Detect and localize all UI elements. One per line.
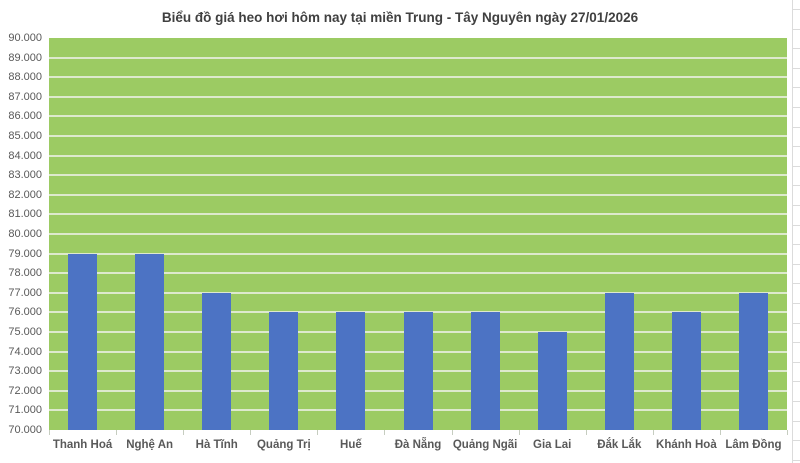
bar	[671, 312, 701, 430]
gridline	[49, 311, 787, 314]
y-tick-label: 88.000	[8, 71, 42, 84]
y-tick-label: 71.000	[8, 404, 42, 417]
x-tick-mark	[787, 430, 788, 435]
sheet-row-line	[793, 9, 800, 10]
y-tick-label: 77.000	[8, 286, 42, 299]
sheet-row-line	[793, 244, 800, 245]
x-tick-mark	[586, 430, 587, 435]
gridline	[49, 291, 787, 294]
sheet-row-line	[793, 87, 800, 88]
bar	[269, 312, 299, 430]
gridline	[49, 56, 787, 59]
gridline	[49, 76, 787, 79]
sheet-row-line	[793, 401, 800, 402]
y-tick-label: 82.000	[8, 188, 42, 201]
gridline	[49, 154, 787, 157]
sheet-row-line	[793, 323, 800, 324]
bar	[135, 253, 165, 430]
x-tick-label: Gia Lai	[533, 439, 572, 451]
chart-title: Biểu đồ giá heo hơi hôm nay tại miền Tru…	[161, 10, 639, 25]
plot-area	[49, 38, 787, 430]
bar	[202, 292, 232, 430]
sheet-row-line	[793, 205, 800, 206]
gridline	[49, 213, 787, 216]
y-tick-label: 73.000	[8, 365, 42, 378]
x-tick-label: Hà Tĩnh	[195, 439, 238, 451]
y-tick-label: 72.000	[8, 384, 42, 397]
sheet-row-line	[793, 381, 800, 382]
y-tick-label: 80.000	[8, 228, 42, 240]
bar	[537, 332, 567, 430]
x-tick-label: Đà Nẵng	[394, 439, 442, 451]
y-tick-label: 74.000	[8, 345, 42, 358]
gridline	[49, 115, 787, 118]
x-tick-mark	[49, 430, 50, 435]
x-tick-label: Thanh Hoá	[52, 439, 113, 451]
x-tick-label: Quảng Trị	[256, 439, 311, 451]
x-tick-mark	[317, 430, 318, 435]
bar	[403, 312, 433, 430]
x-tick-mark	[452, 430, 453, 435]
sheet-row-line	[793, 225, 800, 226]
x-tick-mark	[720, 430, 721, 435]
y-tick-label: 85.000	[8, 130, 42, 142]
y-tick-label: 70.000	[8, 424, 42, 436]
y-tick-label: 83.000	[8, 169, 42, 182]
y-axis: 90.000 89.000 88.000 87.000 86.000 85.000 84.0…	[0, 0, 45, 463]
gridline	[49, 135, 787, 137]
x-tick-mark	[250, 430, 251, 435]
x-tick-mark	[116, 430, 117, 435]
sheet-row-line	[793, 127, 800, 128]
x-tick-mark	[384, 430, 385, 435]
sheet-row-line	[793, 29, 800, 30]
sheet-row-line	[793, 342, 800, 343]
sheet-row-line	[793, 283, 800, 284]
gridline	[49, 233, 787, 235]
y-tick-label: 81.000	[8, 208, 42, 221]
y-tick-label: 84.000	[8, 149, 42, 162]
x-tick-mark	[653, 430, 654, 435]
x-tick-label: Khánh Hoà	[656, 439, 717, 451]
bar	[738, 292, 768, 430]
sheet-row-line	[793, 362, 800, 363]
y-tick-label: 90.000	[8, 32, 42, 44]
y-tick-label: 87.000	[8, 90, 42, 103]
y-tick-label: 76.000	[8, 306, 42, 319]
y-tick-label: 78.000	[8, 267, 42, 280]
sheet-row-line	[793, 48, 800, 49]
sheet-row-line	[793, 421, 800, 422]
sheet-row-line	[793, 185, 800, 186]
x-tick-label: Lâm Đồng	[725, 439, 782, 451]
x-tick-label: Quảng Ngãi	[452, 439, 518, 451]
sheet-row-line	[793, 303, 800, 304]
x-axis: Thanh Hoá Nghệ An Hà Tĩnh Quảng Trị Huế Đà Nẵ…	[49, 437, 787, 457]
y-tick-label: 86.000	[8, 110, 42, 123]
x-tick-mark	[183, 430, 184, 435]
bar	[604, 292, 634, 430]
bar	[470, 312, 500, 430]
gridline	[49, 193, 787, 196]
sheet-row-line	[793, 460, 800, 461]
x-tick-label: Nghệ An	[126, 439, 174, 451]
gridline	[49, 95, 787, 98]
bar	[336, 312, 366, 430]
gridline	[49, 272, 787, 275]
sheet-row-line	[793, 68, 800, 69]
sheet-row-line	[793, 107, 800, 108]
sheet-column-line	[792, 0, 793, 463]
y-tick-label: 75.000	[8, 326, 42, 338]
bar	[68, 253, 98, 430]
x-tick-mark	[519, 430, 520, 435]
x-tick-label: Đắk Lắk	[597, 439, 642, 451]
sheet-row-line	[793, 146, 800, 147]
gridline	[49, 174, 787, 177]
gridline	[49, 252, 787, 255]
sheet-row-line	[793, 166, 800, 167]
x-tick-label: Huế	[340, 439, 362, 451]
sheet-row-line	[793, 264, 800, 265]
sheet-row-line	[793, 440, 800, 441]
y-tick-label: 89.000	[8, 51, 42, 64]
y-tick-label: 79.000	[8, 247, 42, 260]
